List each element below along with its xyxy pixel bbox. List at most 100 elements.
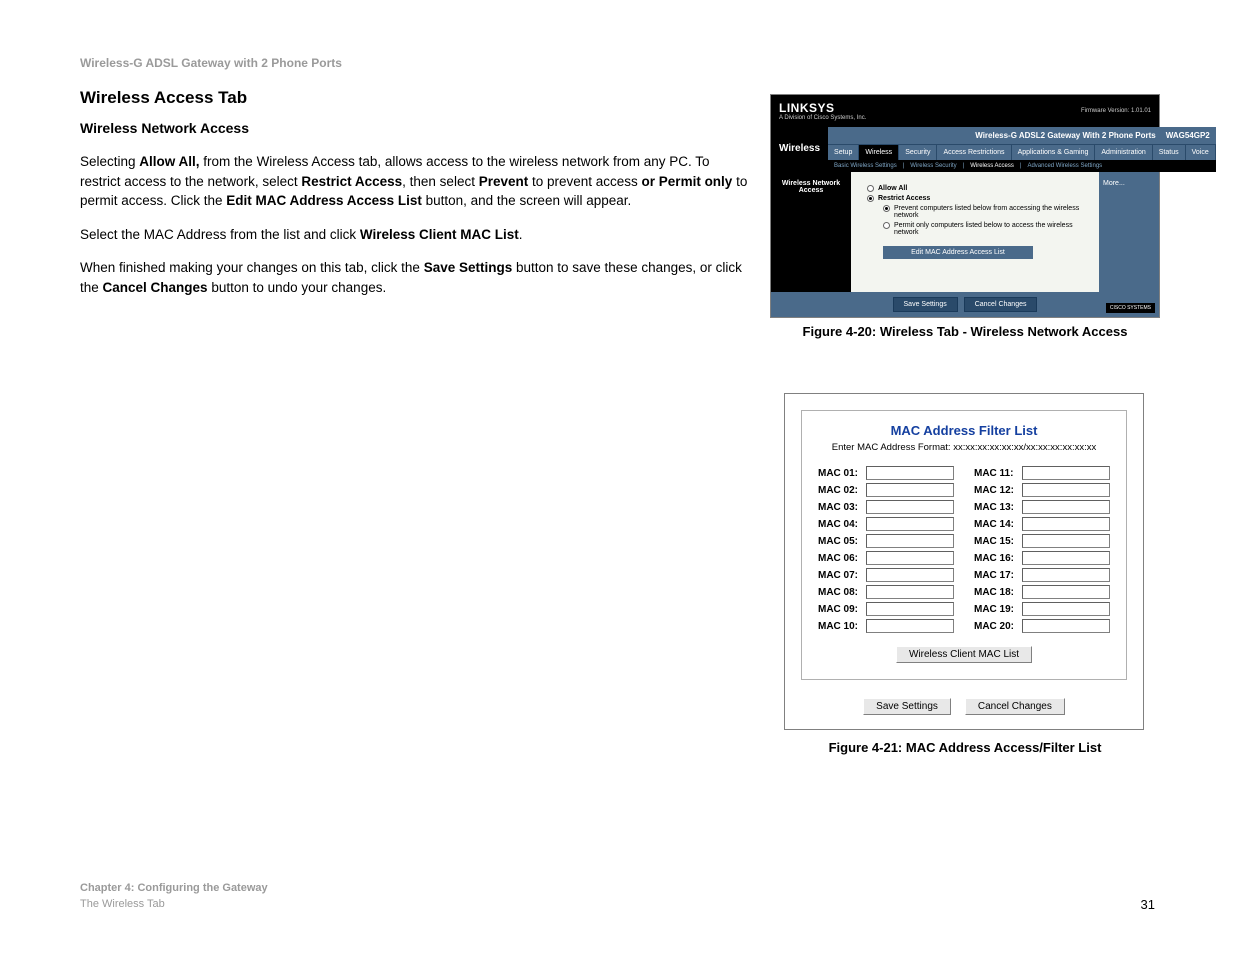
text: , then select: [402, 174, 479, 189]
mac-input-left-1[interactable]: [866, 466, 954, 480]
mac-input-right-3[interactable]: [1022, 500, 1110, 514]
page-number: 31: [1141, 897, 1155, 912]
tab-administration[interactable]: Administration: [1095, 145, 1152, 160]
mac-input-left-10[interactable]: [866, 619, 954, 633]
sidebar-wireless-access: Wireless Network Access: [771, 172, 851, 202]
cisco-badge: CISCO SYSTEMS: [1106, 303, 1155, 313]
mac-input-right-10[interactable]: [1022, 619, 1110, 633]
figure-4-21-mac-dialog: MAC Address Filter List Enter MAC Addres…: [784, 393, 1144, 730]
text-bold: Restrict Access: [301, 174, 402, 189]
mac-label: MAC 13:: [974, 502, 1022, 513]
mac-input-left-6[interactable]: [866, 551, 954, 565]
body-paragraph-1: Selecting Allow All, from the Wireless A…: [80, 152, 750, 211]
cancel-changes-button[interactable]: Cancel Changes: [964, 297, 1038, 312]
tab-access-restrictions[interactable]: Access Restrictions: [937, 145, 1011, 160]
more-link[interactable]: More...: [1103, 180, 1155, 187]
text-bold: Edit MAC Address Access List: [226, 193, 422, 208]
mac-label: MAC 02:: [818, 485, 866, 496]
page-footer-left: Chapter 4: Configuring the Gateway The W…: [80, 881, 268, 912]
radio-restrict-access[interactable]: Restrict Access: [867, 195, 1091, 202]
mac-input-right-7[interactable]: [1022, 568, 1110, 582]
mac-label: MAC 19:: [974, 604, 1022, 615]
text-bold: Save Settings: [424, 260, 513, 275]
mac-column-left: MAC 01:MAC 02:MAC 03:MAC 04:MAC 05:MAC 0…: [818, 463, 954, 636]
subtab-security[interactable]: Wireless Security: [910, 163, 956, 169]
mac-row: MAC 10:: [818, 619, 954, 633]
mac-input-left-2[interactable]: [866, 483, 954, 497]
tab-applications-gaming[interactable]: Applications & Gaming: [1012, 145, 1096, 160]
mac-input-left-7[interactable]: [866, 568, 954, 582]
mac-input-right-5[interactable]: [1022, 534, 1110, 548]
mac-label: MAC 05:: [818, 536, 866, 547]
radio-allow-all[interactable]: Allow All: [867, 185, 1091, 192]
router-subtabs: Basic Wireless Settings| Wireless Securi…: [828, 160, 1216, 172]
text: Selecting: [80, 154, 139, 169]
tab-setup[interactable]: Setup: [828, 145, 859, 160]
router-section-label: Wireless: [771, 127, 828, 158]
mac-row: MAC 14:: [974, 517, 1110, 531]
mac-input-left-3[interactable]: [866, 500, 954, 514]
tab-wireless[interactable]: Wireless: [859, 145, 899, 160]
mac-input-right-1[interactable]: [1022, 466, 1110, 480]
mac-row: MAC 17:: [974, 568, 1110, 582]
mac-row: MAC 02:: [818, 483, 954, 497]
mac-input-right-2[interactable]: [1022, 483, 1110, 497]
text: Select the MAC Address from the list and…: [80, 227, 360, 242]
mac-cancel-changes-button[interactable]: Cancel Changes: [965, 698, 1065, 715]
subtab-basic[interactable]: Basic Wireless Settings: [834, 163, 897, 169]
mac-label: MAC 15:: [974, 536, 1022, 547]
mac-label: MAC 12:: [974, 485, 1022, 496]
subtab-advanced[interactable]: Advanced Wireless Settings: [1027, 163, 1102, 169]
body-paragraph-3: When finished making your changes on thi…: [80, 258, 750, 297]
edit-mac-list-button[interactable]: Edit MAC Address Access List: [883, 246, 1033, 259]
text: button, and the screen will appear.: [422, 193, 631, 208]
router-brand: LINKSYS: [779, 101, 866, 115]
mac-input-left-9[interactable]: [866, 602, 954, 616]
figure-4-20-caption: Figure 4-20: Wireless Tab - Wireless Net…: [770, 324, 1160, 339]
router-footer: Save Settings Cancel Changes CISCO SYSTE…: [771, 292, 1159, 317]
radio-permit-only[interactable]: Permit only computers listed below to ac…: [883, 222, 1091, 236]
mac-label: MAC 16:: [974, 553, 1022, 564]
footer-section: The Wireless Tab: [80, 897, 268, 912]
mac-row: MAC 06:: [818, 551, 954, 565]
radio-allow-all-label: Allow All: [878, 185, 907, 192]
tab-status[interactable]: Status: [1153, 145, 1186, 160]
mac-input-right-6[interactable]: [1022, 551, 1110, 565]
model-code: WAG54GP2: [1166, 131, 1210, 140]
radio-prevent[interactable]: Prevent computers listed below from acce…: [883, 205, 1091, 219]
text-bold: Allow All,: [139, 154, 199, 169]
mac-input-left-5[interactable]: [866, 534, 954, 548]
mac-label: MAC 11:: [974, 468, 1022, 479]
mac-filter-subtitle: Enter MAC Address Format: xx:xx:xx:xx:xx…: [814, 442, 1114, 453]
mac-label: MAC 06:: [818, 553, 866, 564]
figure-4-21-caption: Figure 4-21: MAC Address Access/Filter L…: [770, 740, 1160, 755]
tab-voice[interactable]: Voice: [1186, 145, 1216, 160]
figure-4-20-router-ui: LINKSYS A Division of Cisco Systems, Inc…: [770, 94, 1160, 318]
mac-row: MAC 19:: [974, 602, 1110, 616]
mac-filter-title: MAC Address Filter List: [814, 423, 1114, 438]
mac-label: MAC 09:: [818, 604, 866, 615]
mac-input-left-4[interactable]: [866, 517, 954, 531]
body-paragraph-2: Select the MAC Address from the list and…: [80, 225, 750, 245]
mac-column-right: MAC 11: MAC 12: MAC 13: MAC 14: MAC 15: MAC 1…: [974, 463, 1110, 636]
tab-security[interactable]: Security: [899, 145, 937, 160]
text: button to undo your changes.: [208, 280, 387, 295]
wireless-client-mac-list-button[interactable]: Wireless Client MAC List: [896, 646, 1032, 663]
subtab-access[interactable]: Wireless Access: [970, 163, 1014, 169]
save-settings-button[interactable]: Save Settings: [893, 297, 958, 312]
mac-label: MAC 08:: [818, 587, 866, 598]
mac-label: MAC 14:: [974, 519, 1022, 530]
mac-row: MAC 08:: [818, 585, 954, 599]
radio-permit-label: Permit only computers listed below to ac…: [894, 222, 1091, 236]
mac-row: MAC 11:: [974, 466, 1110, 480]
mac-input-right-8[interactable]: [1022, 585, 1110, 599]
router-help-panel: More...: [1099, 172, 1159, 292]
mac-row: MAC 01:: [818, 466, 954, 480]
text: to prevent access: [528, 174, 641, 189]
mac-row: MAC 05:: [818, 534, 954, 548]
mac-input-left-8[interactable]: [866, 585, 954, 599]
mac-save-settings-button[interactable]: Save Settings: [863, 698, 951, 715]
mac-input-right-9[interactable]: [1022, 602, 1110, 616]
mac-label: MAC 07:: [818, 570, 866, 581]
mac-input-right-4[interactable]: [1022, 517, 1110, 531]
